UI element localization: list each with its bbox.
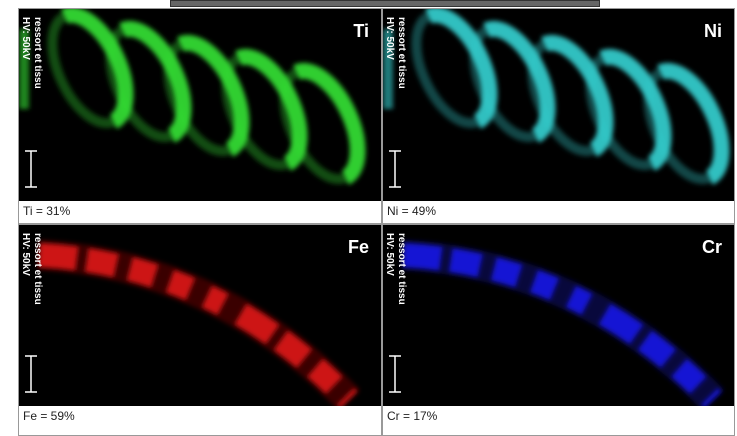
coil-front <box>657 62 730 185</box>
sample-label: ressort et tissu <box>32 17 43 89</box>
edge-glow <box>383 29 393 109</box>
map-image: Cr HV: 50kV ressort et tissu <box>383 225 734 406</box>
element-label: Cr <box>702 237 722 257</box>
scale-bar <box>25 355 37 393</box>
caption: Ti = 31% <box>23 204 71 218</box>
caption: Fe = 59% <box>23 409 75 423</box>
map-panel: Ti HV: 50kV ressort et tissu Ti = 31% <box>18 8 382 224</box>
scale-bar <box>389 355 401 393</box>
band-faint <box>402 240 724 406</box>
sample-label: ressort et tissu <box>32 233 43 305</box>
signal <box>38 240 360 406</box>
map-panel: Ni HV: 50kV ressort et tissu Ni = 49% <box>382 8 735 224</box>
signal <box>402 240 724 406</box>
element-label: Ti <box>353 21 369 41</box>
scale-bar <box>389 150 401 188</box>
top-bar <box>170 0 600 7</box>
signal <box>383 9 730 185</box>
map-panel: Fe HV: 50kV ressort et tissu Fe = 59% <box>18 224 382 436</box>
caption: Ni = 49% <box>387 204 437 218</box>
map-image: Ti HV: 50kV ressort et tissu <box>19 9 381 201</box>
band-faint <box>38 240 360 406</box>
element-label: Fe <box>348 237 369 257</box>
map-image: Ni HV: 50kV ressort et tissu <box>383 9 734 201</box>
map-panel: Cr HV: 50kV ressort et tissu Cr = 17% <box>382 224 735 436</box>
caption: Cr = 17% <box>387 409 438 423</box>
edge-glow <box>19 29 29 109</box>
voltage-label: HV: 50kV <box>20 17 31 60</box>
voltage-label: HV: 50kV <box>384 17 395 60</box>
sample-label: ressort et tissu <box>396 17 407 89</box>
voltage-label: HV: 50kV <box>384 233 395 276</box>
sample-label: ressort et tissu <box>396 233 407 305</box>
coil-front <box>293 62 366 185</box>
voltage-label: HV: 50kV <box>20 233 31 276</box>
map-image: Fe HV: 50kV ressort et tissu <box>19 225 381 406</box>
scale-bar <box>25 150 37 188</box>
element-label: Ni <box>704 21 722 41</box>
signal <box>19 9 366 185</box>
